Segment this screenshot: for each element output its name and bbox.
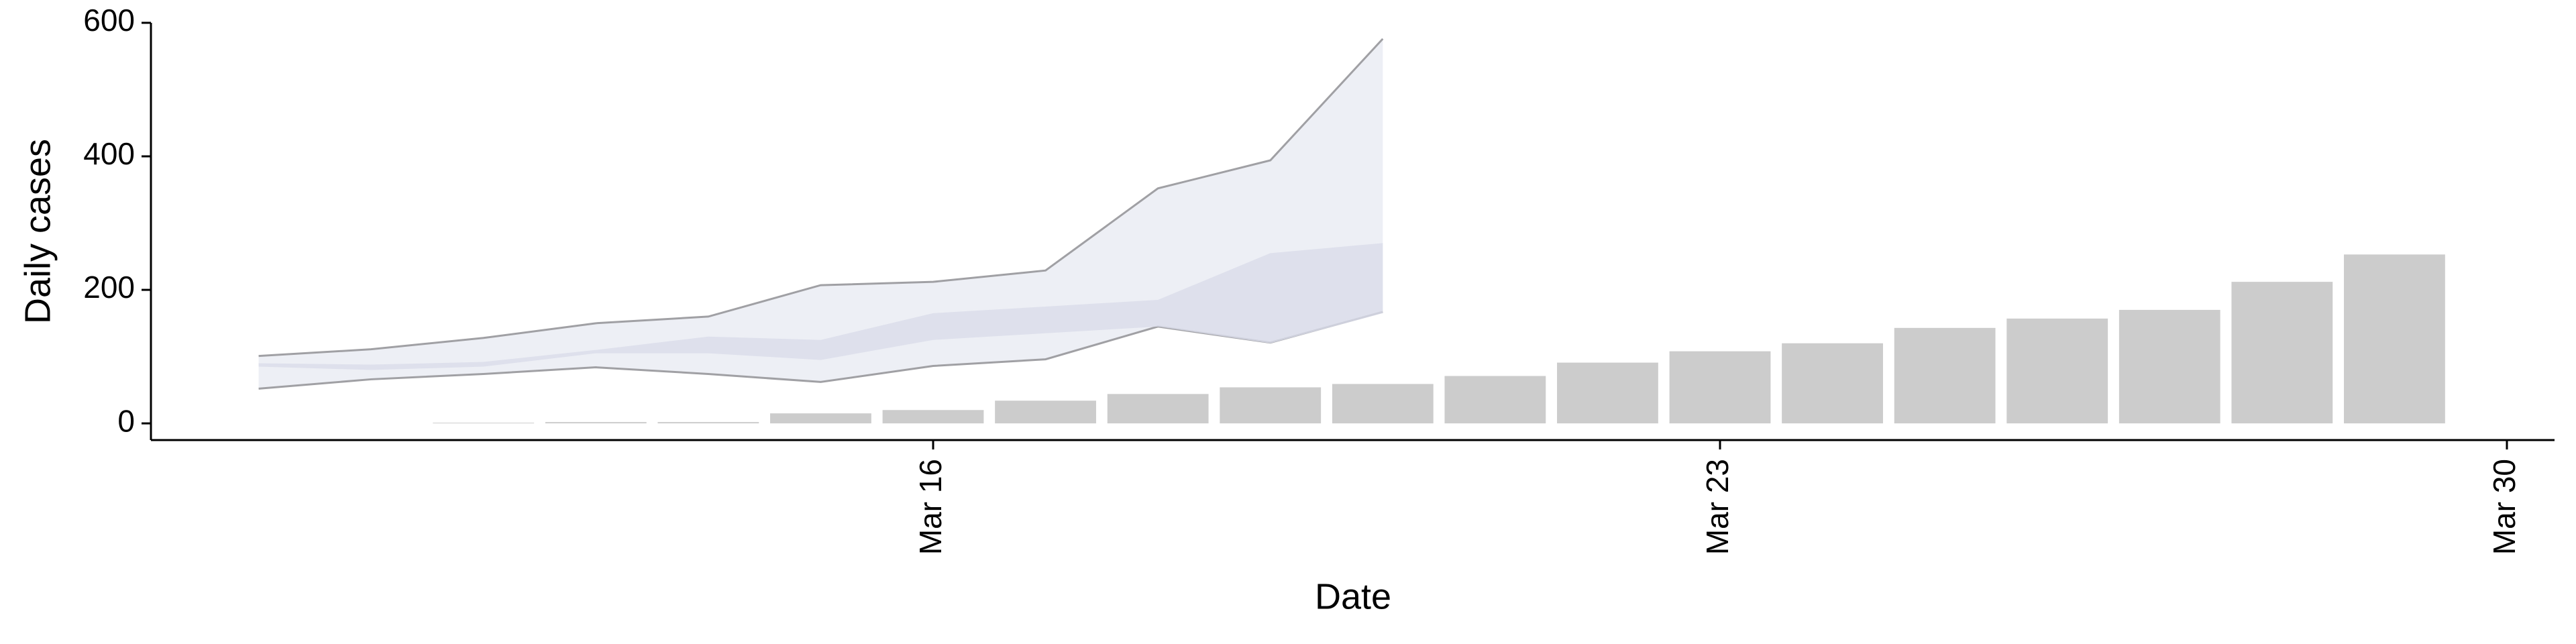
bar: [2231, 282, 2333, 424]
band-edge: [258, 38, 1384, 358]
bar: [2118, 309, 2220, 424]
bar: [545, 422, 647, 424]
bar: [1669, 351, 1771, 424]
bar: [1107, 394, 1209, 424]
y-tick-label: 600: [83, 3, 135, 38]
bar: [2344, 254, 2445, 424]
bar: [2006, 318, 2108, 424]
bar: [770, 413, 871, 424]
band: [258, 243, 1383, 370]
band: [258, 38, 1383, 389]
x-tick-label: Mar 16: [913, 459, 948, 555]
y-tick-label: 0: [117, 403, 135, 438]
y-axis-label: Daily cases: [17, 139, 58, 324]
x-tick-label: Mar 23: [1700, 459, 1735, 555]
bar: [1557, 362, 1658, 424]
bar: [1894, 327, 1996, 424]
y-tick-label: 400: [83, 136, 135, 171]
x-axis-label: Date: [1315, 576, 1391, 616]
bar: [1782, 343, 1883, 424]
bar: [657, 422, 759, 424]
bar: [1220, 387, 1322, 424]
x-tick-label: Mar 30: [2487, 459, 2522, 555]
y-tick-label: 200: [83, 270, 135, 305]
bar: [1444, 376, 1546, 424]
bar: [1332, 384, 1434, 424]
bar: [882, 410, 984, 424]
bar: [995, 400, 1096, 424]
